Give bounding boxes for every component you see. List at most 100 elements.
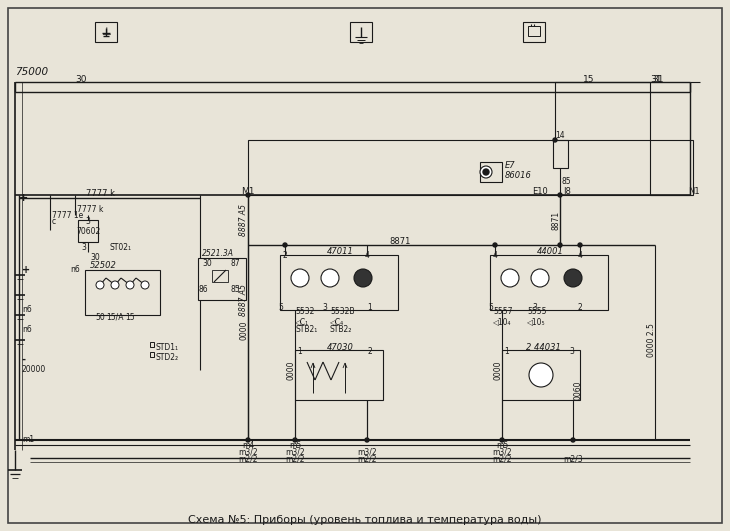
Text: 30: 30 bbox=[202, 260, 212, 269]
Text: m5: m5 bbox=[289, 441, 301, 450]
Text: 5: 5 bbox=[279, 304, 283, 313]
Circle shape bbox=[571, 438, 575, 442]
Circle shape bbox=[126, 281, 134, 289]
Text: 20000: 20000 bbox=[22, 365, 46, 374]
Text: n6: n6 bbox=[70, 266, 80, 275]
Bar bbox=[248, 140, 693, 195]
Text: 75000: 75000 bbox=[15, 67, 48, 77]
Text: 5532: 5532 bbox=[295, 307, 315, 316]
Circle shape bbox=[96, 281, 104, 289]
Text: m2/3: m2/3 bbox=[563, 455, 583, 464]
Circle shape bbox=[291, 269, 309, 287]
Text: n6: n6 bbox=[22, 326, 31, 335]
Text: 7777 k: 7777 k bbox=[85, 189, 115, 198]
Text: 85: 85 bbox=[562, 177, 572, 186]
Bar bbox=[95, 22, 117, 42]
Circle shape bbox=[321, 269, 339, 287]
Text: m1: m1 bbox=[22, 435, 34, 444]
Text: 5557: 5557 bbox=[493, 307, 512, 316]
Text: STB2₁: STB2₁ bbox=[295, 326, 318, 335]
Text: 87: 87 bbox=[230, 260, 240, 269]
Text: 5: 5 bbox=[488, 304, 493, 313]
Bar bbox=[295, 350, 383, 400]
Circle shape bbox=[553, 138, 557, 142]
Text: ◁10₄: ◁10₄ bbox=[493, 318, 512, 327]
Text: 8887 A5: 8887 A5 bbox=[239, 204, 248, 236]
Text: N1: N1 bbox=[688, 187, 699, 196]
Text: 0000 2.5: 0000 2.5 bbox=[647, 323, 656, 357]
Bar bbox=[85, 270, 160, 315]
Text: 44001: 44001 bbox=[537, 247, 564, 256]
Text: 4: 4 bbox=[493, 252, 497, 261]
Text: I8: I8 bbox=[563, 187, 571, 196]
Text: 2: 2 bbox=[283, 252, 288, 261]
Text: m3/2: m3/2 bbox=[357, 448, 377, 457]
Text: 8887 A5: 8887 A5 bbox=[239, 284, 248, 316]
Text: 31: 31 bbox=[652, 74, 664, 83]
Text: 7777 k: 7777 k bbox=[77, 205, 104, 215]
Circle shape bbox=[354, 269, 372, 287]
Text: 8871: 8871 bbox=[389, 236, 411, 245]
Text: 7777 1e: 7777 1e bbox=[52, 210, 83, 219]
Text: 52502: 52502 bbox=[90, 261, 117, 270]
Text: +: + bbox=[22, 265, 30, 275]
Bar bbox=[350, 22, 372, 42]
Bar bbox=[78, 220, 98, 242]
Text: 15: 15 bbox=[583, 74, 594, 83]
Bar bbox=[480, 162, 502, 182]
Text: m3/2: m3/2 bbox=[285, 448, 305, 457]
Text: +: + bbox=[19, 193, 28, 203]
Text: m5: m5 bbox=[496, 441, 508, 450]
Text: 47011: 47011 bbox=[326, 247, 353, 256]
Circle shape bbox=[293, 438, 297, 442]
Bar bbox=[553, 140, 568, 168]
Text: 4: 4 bbox=[364, 252, 369, 261]
Circle shape bbox=[558, 243, 562, 247]
Text: m2/2: m2/2 bbox=[357, 455, 377, 464]
Text: 0000: 0000 bbox=[493, 360, 502, 380]
Circle shape bbox=[493, 243, 497, 247]
Text: STD1₁: STD1₁ bbox=[155, 344, 178, 353]
Text: Схема №5: Приборы (уровень топлива и температура воды): Схема №5: Приборы (уровень топлива и тем… bbox=[188, 515, 542, 525]
Text: m2/2: m2/2 bbox=[238, 455, 258, 464]
Text: m3/2: m3/2 bbox=[238, 448, 258, 457]
Text: 86: 86 bbox=[198, 286, 208, 295]
Circle shape bbox=[141, 281, 149, 289]
Text: 0000: 0000 bbox=[286, 360, 296, 380]
Text: 3: 3 bbox=[569, 347, 575, 356]
Text: 2: 2 bbox=[577, 304, 583, 313]
Text: 86016: 86016 bbox=[505, 170, 532, 179]
Circle shape bbox=[483, 169, 489, 175]
Text: M1: M1 bbox=[241, 187, 255, 196]
Text: STB2₂: STB2₂ bbox=[330, 326, 353, 335]
Text: ST02₁: ST02₁ bbox=[110, 244, 132, 253]
Text: 3: 3 bbox=[82, 244, 86, 253]
Circle shape bbox=[578, 243, 582, 247]
Text: 3: 3 bbox=[323, 304, 328, 313]
Text: m2/2: m2/2 bbox=[492, 455, 512, 464]
Circle shape bbox=[111, 281, 119, 289]
Bar bbox=[502, 350, 580, 400]
Text: 15: 15 bbox=[125, 313, 135, 321]
Text: 31: 31 bbox=[650, 74, 661, 83]
Text: ◁10₅: ◁10₅ bbox=[527, 318, 545, 327]
Text: -: - bbox=[22, 355, 26, 365]
Text: E7: E7 bbox=[505, 160, 515, 169]
Text: 0060: 0060 bbox=[574, 380, 583, 400]
Bar bbox=[198, 258, 246, 300]
Bar bbox=[150, 352, 154, 357]
Text: 1: 1 bbox=[504, 347, 510, 356]
Circle shape bbox=[246, 438, 250, 442]
Text: 50: 50 bbox=[95, 313, 105, 321]
Circle shape bbox=[501, 269, 519, 287]
Text: 14: 14 bbox=[556, 132, 565, 141]
Text: 30: 30 bbox=[90, 253, 100, 262]
Text: E10: E10 bbox=[532, 187, 548, 196]
Text: 4: 4 bbox=[577, 252, 583, 261]
Text: m4: m4 bbox=[242, 441, 254, 450]
Text: 5555: 5555 bbox=[527, 307, 547, 316]
Text: 85: 85 bbox=[230, 286, 240, 295]
Text: n6: n6 bbox=[22, 305, 31, 314]
Text: 3: 3 bbox=[85, 218, 91, 227]
Text: 30: 30 bbox=[75, 74, 86, 83]
